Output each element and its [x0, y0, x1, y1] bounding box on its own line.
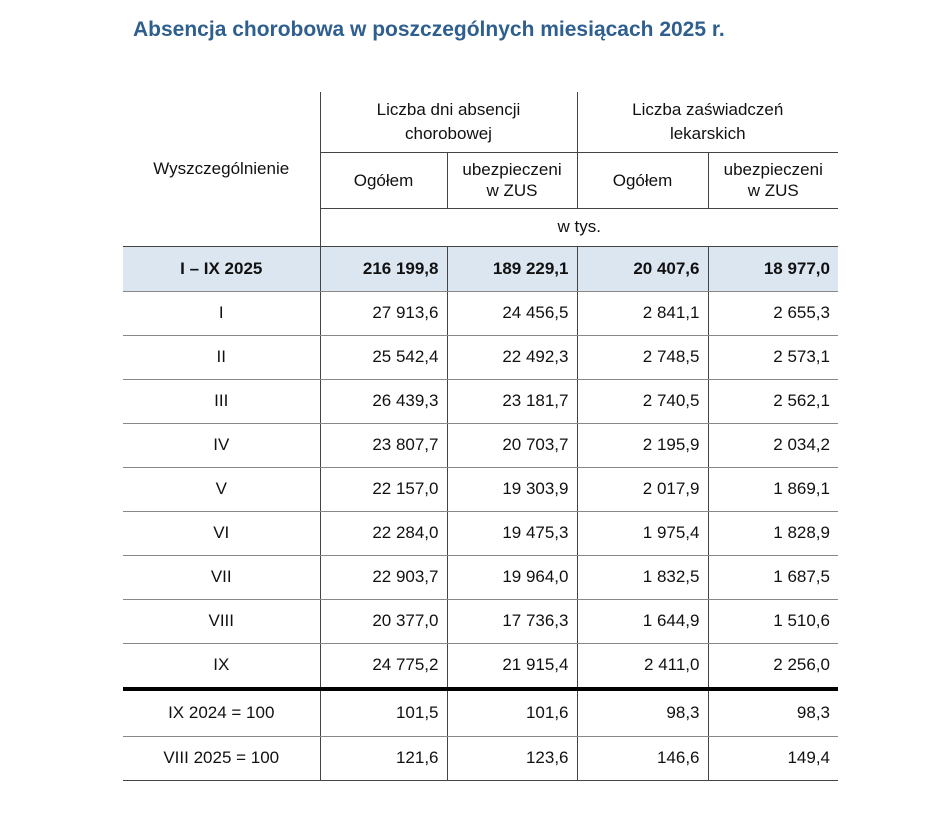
- cell: 19 303,9: [446, 466, 578, 512]
- row-label: I: [123, 290, 321, 336]
- cell: 23 807,7: [319, 422, 448, 468]
- cell: 1 510,6: [707, 598, 838, 644]
- table-row: I 27 913,6 24 456,5 2 841,1 2 655,3: [123, 290, 838, 336]
- group-header: Liczba zaświadczeń lekarskich: [576, 92, 838, 153]
- row-label: II: [123, 334, 321, 380]
- cell: 1 975,4: [576, 510, 709, 556]
- cell: 98,3: [707, 686, 838, 737]
- row-label: VIII: [123, 598, 321, 644]
- row-label: VII: [123, 554, 321, 600]
- cell: 27 913,6: [319, 290, 448, 336]
- cell: 19 964,0: [446, 554, 578, 600]
- cell: 20 703,7: [446, 422, 578, 468]
- cell: 2 562,1: [707, 378, 838, 424]
- header-row: Ogółem ubezpieczeni w ZUS Ogółem ubezpie…: [123, 151, 838, 209]
- table-row: III 26 439,3 23 181,7 2 740,5 2 562,1: [123, 378, 838, 424]
- cell: 2 411,0: [576, 642, 709, 689]
- cell: 21 915,4: [446, 642, 578, 689]
- cell: 101,5: [319, 686, 448, 737]
- unit-row: w tys.: [123, 207, 838, 247]
- cell: 22 492,3: [446, 334, 578, 380]
- cell: 22 903,7: [319, 554, 448, 600]
- table-row: II 25 542,4 22 492,3 2 748,5 2 573,1: [123, 334, 838, 380]
- group-header-text: Liczba dni absencji chorobowej: [376, 99, 521, 143]
- stub-header: Wyszczególnienie: [123, 92, 321, 247]
- sub-header: ubezpieczeni w ZUS: [446, 151, 578, 209]
- cell: 2 256,0: [707, 642, 838, 689]
- cell: 149,4: [707, 735, 838, 781]
- cell: 98,3: [576, 686, 709, 737]
- cell: 216 199,8: [319, 245, 448, 292]
- table-head: Wyszczególnienie Liczba dni absencji cho…: [123, 92, 838, 247]
- cell: 1 869,1: [707, 466, 838, 512]
- cell: 2 841,1: [576, 290, 709, 336]
- cell: 19 475,3: [446, 510, 578, 556]
- cell: 24 775,2: [319, 642, 448, 689]
- cell: 20 377,0: [319, 598, 448, 644]
- table-row: I – IX 2025 216 199,8 189 229,1 20 407,6 18 …: [123, 245, 838, 292]
- row-label: VIII 2025 = 100: [123, 735, 321, 781]
- cell: 2 034,2: [707, 422, 838, 468]
- row-label: IV: [123, 422, 321, 468]
- table-row: V 22 157,0 19 303,9 2 017,9 1 869,1: [123, 466, 838, 512]
- cell: 25 542,4: [319, 334, 448, 380]
- row-label: V: [123, 466, 321, 512]
- table-row: IX 2024 = 100 101,5 101,6 98,3 98,3: [123, 686, 838, 737]
- table-row: VIII 20 377,0 17 736,3 1 644,9 1 510,6: [123, 598, 838, 644]
- sub-header: Ogółem: [320, 151, 448, 209]
- table-row: IX 24 775,2 21 915,4 2 411,0 2 256,0: [123, 642, 838, 689]
- cell: 2 740,5: [576, 378, 709, 424]
- cell: 189 229,1: [446, 245, 578, 292]
- cell: 2 655,3: [707, 290, 838, 336]
- cell: 1 644,9: [576, 598, 709, 644]
- cell: 1 832,5: [576, 554, 709, 600]
- cell: 2 748,5: [576, 334, 709, 380]
- cell: 2 017,9: [576, 466, 709, 512]
- header-row: Wyszczególnienie Liczba dni absencji cho…: [123, 92, 838, 247]
- cell: 26 439,3: [319, 378, 448, 424]
- table: Wyszczególnienie Liczba dni absencji cho…: [123, 92, 838, 781]
- unit: w tys.: [320, 207, 838, 247]
- title: Absencja chorobowa w poszczególnych mies…: [133, 18, 725, 41]
- row-label: IX 2024 = 100: [123, 686, 321, 737]
- group-header-text: Liczba zaświadczeń lekarskich: [632, 99, 784, 143]
- cell: 2 195,9: [576, 422, 709, 468]
- table-body: I – IX 2025 216 199,8 189 229,1 20 407,6 18 …: [123, 245, 838, 781]
- row-label: I – IX 2025: [123, 245, 321, 292]
- row-label: IX: [123, 642, 321, 689]
- table-row: VIII 2025 = 100 121,6 123,6 146,6 149,4: [123, 735, 838, 781]
- cell: 2 573,1: [707, 334, 838, 380]
- cell: 146,6: [576, 735, 709, 781]
- cell: 1 828,9: [707, 510, 838, 556]
- cell: 17 736,3: [446, 598, 578, 644]
- cell: 1 687,5: [707, 554, 838, 600]
- table-row: VII 22 903,7 19 964,0 1 832,5 1 687,5: [123, 554, 838, 600]
- table-row: IV 23 807,7 20 703,7 2 195,9 2 034,2: [123, 422, 838, 468]
- table-row: VI 22 284,0 19 475,3 1 975,4 1 828,9: [123, 510, 838, 556]
- row-label: III: [123, 378, 321, 424]
- cell: 123,6: [446, 735, 578, 781]
- cell: 20 407,6: [576, 245, 709, 292]
- sub-header: Ogółem: [576, 151, 709, 209]
- group-header: Liczba dni absencji chorobowej: [319, 92, 578, 153]
- cell: 121,6: [319, 735, 448, 781]
- sub-header: ubezpieczeni w ZUS: [707, 151, 838, 209]
- cell: 101,6: [446, 686, 578, 737]
- cell: 23 181,7: [446, 378, 578, 424]
- cell: 22 157,0: [319, 466, 448, 512]
- cell: 22 284,0: [319, 510, 448, 556]
- cell: 24 456,5: [446, 290, 578, 336]
- cell: 18 977,0: [707, 245, 838, 292]
- row-label: VI: [123, 510, 321, 556]
